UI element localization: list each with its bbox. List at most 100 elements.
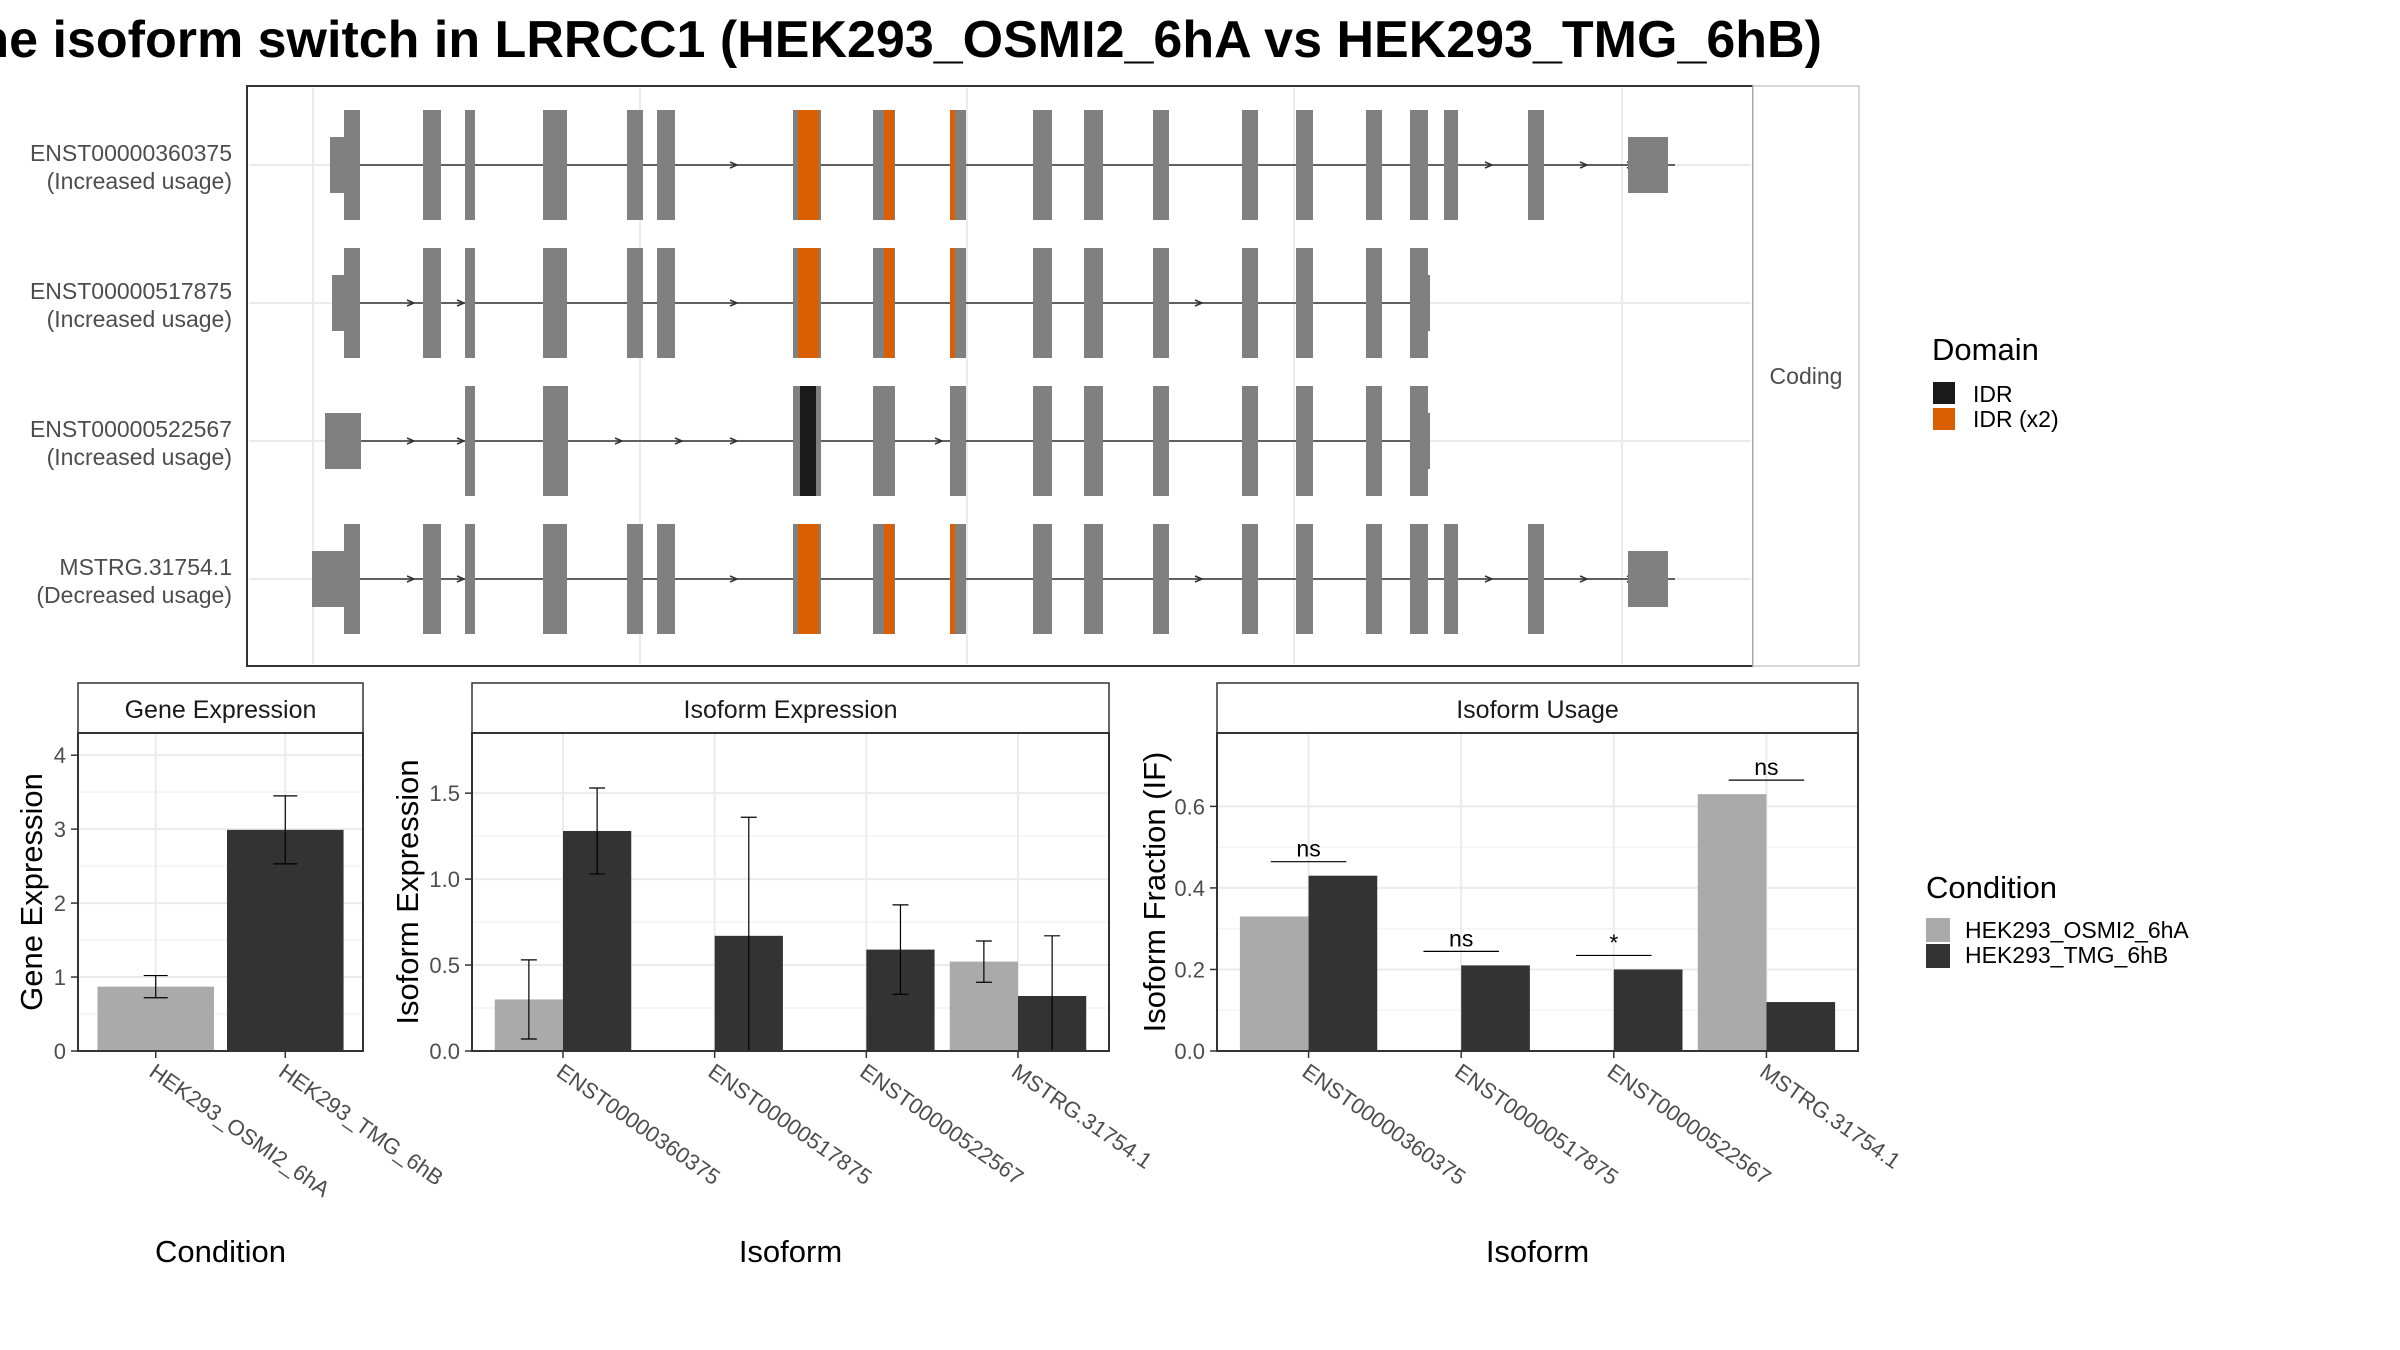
coding-exon xyxy=(1528,524,1544,634)
facet-label: Coding xyxy=(1770,363,1843,389)
y-tick-label: 4 xyxy=(54,743,66,768)
x-tick-label: ENST00000360375 xyxy=(552,1059,725,1190)
y-axis-label: Isoform Fraction (IF) xyxy=(1137,752,1172,1033)
x-tick-label: MSTRG.31754.1 xyxy=(1007,1059,1157,1174)
coding-exon xyxy=(1444,524,1458,634)
chart-strip xyxy=(471,682,1110,734)
strand-arrow xyxy=(674,437,684,445)
coding-exon xyxy=(1084,386,1103,496)
x-axis-label: Isoform xyxy=(739,1234,842,1269)
chart-title: Isoform Usage xyxy=(1456,696,1619,724)
coding-exon xyxy=(1296,248,1313,358)
x-tick-label: ENST00000360375 xyxy=(1298,1059,1471,1190)
coding-exon xyxy=(1153,524,1169,634)
transcript-ENST00000360375: ENST00000360375(Increased usage) xyxy=(30,110,1675,220)
coding-exon xyxy=(1366,524,1382,634)
coding-exon xyxy=(423,248,441,358)
coding-exon xyxy=(558,386,568,496)
coding-exon xyxy=(423,110,441,220)
significance-label: ns xyxy=(1296,836,1320,862)
utr-exon xyxy=(1424,275,1430,331)
coding-exon xyxy=(873,386,895,496)
chart-title: Gene Expression xyxy=(125,696,317,724)
coding-exon xyxy=(1410,386,1428,496)
transcript-MSTRG.31754.1: MSTRG.31754.1(Decreased usage) xyxy=(36,524,1675,634)
idr-domain xyxy=(884,110,894,220)
y-axis-label: Isoform Expression xyxy=(390,759,425,1024)
x-tick-label: ENST00000517875 xyxy=(704,1059,877,1190)
strand-arrow xyxy=(729,575,739,583)
strand-arrow xyxy=(1194,299,1204,307)
y-tick-label: 0.0 xyxy=(1174,1039,1205,1064)
condition-legend: Condition HEK293_OSMI2_6hA HEK293_TMG_6h… xyxy=(1926,870,2189,968)
plot-border xyxy=(77,732,364,1052)
chart-title: Isoform Expression xyxy=(684,696,898,724)
bar xyxy=(1697,794,1767,1051)
coding-exon xyxy=(1410,524,1428,634)
utr-exon xyxy=(1628,551,1668,607)
y-tick-label: 0.6 xyxy=(1174,794,1205,819)
utr-exon xyxy=(332,275,356,331)
bar-charts: Gene Expression01234HEK293_OSMI2_6hAHEK2… xyxy=(14,682,1905,1269)
coding-exon xyxy=(1084,248,1103,358)
x-axis-label: Isoform xyxy=(1486,1234,1589,1269)
y-tick-label: 3 xyxy=(54,817,66,842)
x-axis-label: Condition xyxy=(155,1234,286,1269)
strand-arrow xyxy=(1194,575,1204,583)
chart-isoform-expression: Isoform Expression0.00.51.01.5ENST000003… xyxy=(390,682,1157,1269)
coding-exon xyxy=(423,524,441,634)
coding-exon xyxy=(1242,110,1258,220)
legend-label-idr-x2: IDR (x2) xyxy=(1973,406,2059,432)
figure-title: Gene isoform switch in LRRCC1 (HEK293_OS… xyxy=(0,11,1822,69)
chart-strip xyxy=(1216,682,1859,734)
coding-exon xyxy=(1084,524,1103,634)
coding-exon xyxy=(543,524,567,634)
coding-exon xyxy=(1153,386,1169,496)
strand-arrow xyxy=(729,299,739,307)
coding-exon xyxy=(1366,110,1382,220)
y-axis-label: Gene Expression xyxy=(14,773,49,1011)
utr-exon xyxy=(325,413,361,469)
y-tick-label: 1 xyxy=(54,965,66,990)
coding-exon xyxy=(1444,110,1458,220)
strand-arrow xyxy=(1484,161,1494,169)
coding-exon xyxy=(950,386,966,496)
legend-swatch-idr xyxy=(1933,382,1955,404)
coding-exon xyxy=(1033,386,1052,496)
coding-exon xyxy=(657,524,675,634)
coding-exon xyxy=(1410,248,1428,358)
idr-domain xyxy=(884,248,894,358)
coding-exon xyxy=(1296,524,1313,634)
legend-swatch-cond-a xyxy=(1926,918,1950,942)
strand-arrow xyxy=(1579,575,1589,583)
legend-label-cond-a: HEK293_OSMI2_6hA xyxy=(1965,917,2189,943)
legend-swatch-idr-x2 xyxy=(1933,408,1955,430)
coding-exon xyxy=(344,110,360,220)
transcript-layer: ENST00000360375(Increased usage)ENST0000… xyxy=(30,88,1751,664)
coding-exon xyxy=(1242,386,1258,496)
condition-legend-title: Condition xyxy=(1926,870,2057,905)
coding-exon xyxy=(1410,110,1428,220)
transcript-usage-label: (Increased usage) xyxy=(47,306,232,332)
coding-exon xyxy=(1366,248,1382,358)
idr-domain xyxy=(798,524,819,634)
coding-exon xyxy=(1153,248,1169,358)
coding-exon xyxy=(465,248,475,358)
coding-exon xyxy=(465,386,475,496)
coding-exon xyxy=(465,524,475,634)
significance-label: * xyxy=(1609,929,1618,955)
bar xyxy=(1308,875,1378,1051)
coding-exon xyxy=(1366,386,1382,496)
legend-swatch-cond-b xyxy=(1926,944,1950,968)
chart-strip xyxy=(77,682,364,734)
y-tick-label: 2 xyxy=(54,891,66,916)
strand-arrow xyxy=(406,437,416,445)
legend-label-idr: IDR xyxy=(1973,381,2013,407)
idr-domain xyxy=(884,524,894,634)
chart-gene-expression: Gene Expression01234HEK293_OSMI2_6hAHEK2… xyxy=(14,682,448,1269)
transcript-usage-label: (Increased usage) xyxy=(47,444,232,470)
coding-exon xyxy=(1033,248,1052,358)
x-tick-label: ENST00000522567 xyxy=(855,1059,1028,1190)
strand-arrow xyxy=(456,575,466,583)
